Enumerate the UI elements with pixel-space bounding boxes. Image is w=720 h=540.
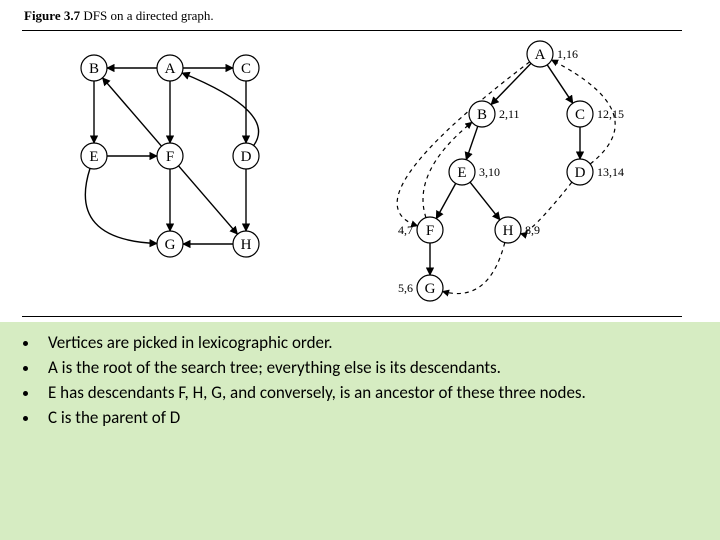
edge [436, 183, 455, 218]
svg-text:D: D [241, 149, 252, 165]
notes-item: E has descendants F, H, G, and conversel… [40, 382, 692, 405]
node-F: F [417, 217, 443, 243]
time-label-E: 3,10 [479, 165, 500, 179]
node-G: G [417, 275, 443, 301]
notes-panel: Vertices are picked in lexicographic ord… [0, 322, 720, 540]
node-H: H [233, 231, 259, 257]
edge [547, 65, 573, 103]
node-A: A [527, 41, 553, 67]
node-B: B [81, 55, 107, 81]
svg-text:D: D [575, 165, 586, 181]
time-label-F: 4,7 [398, 223, 413, 237]
svg-text:E: E [89, 149, 98, 165]
svg-text:E: E [457, 165, 466, 181]
svg-text:H: H [503, 223, 514, 239]
svg-text:A: A [165, 61, 176, 77]
time-label-H: 8,9 [525, 223, 540, 237]
edge [466, 126, 478, 159]
time-label-D: 13,14 [597, 165, 624, 179]
edge [443, 243, 505, 294]
notes-item: C is the parent of D [40, 407, 692, 430]
node-G: G [157, 231, 183, 257]
edge [85, 168, 157, 243]
svg-text:F: F [166, 149, 174, 165]
right-dfs-tree: A B C E D F H G 1,16 2,11 12,15 3,10 13,14 4,7 8,9 5,6 [397, 41, 624, 301]
node-E: E [449, 159, 475, 185]
svg-text:B: B [477, 107, 487, 123]
left-directed-graph: A B C D E F G H [81, 55, 259, 257]
svg-text:A: A [535, 47, 546, 63]
figure-caption: DFS on a directed graph. [83, 8, 213, 23]
svg-text:G: G [165, 237, 176, 253]
bottom-rule [22, 316, 682, 317]
edge [102, 78, 161, 146]
time-label-C: 12,15 [597, 107, 624, 121]
node-C: C [567, 101, 593, 127]
figure-label: Figure 3.7 [24, 8, 80, 23]
node-C: C [233, 55, 259, 81]
svg-text:F: F [426, 223, 434, 239]
svg-text:C: C [575, 107, 585, 123]
node-A: A [157, 55, 183, 81]
figure-title: Figure 3.7 DFS on a directed graph. [24, 8, 214, 24]
top-rule [22, 30, 682, 31]
node-D: D [233, 143, 259, 169]
node-D: D [567, 159, 593, 185]
time-label-A: 1,16 [557, 47, 578, 61]
notes-item: Vertices are picked in lexicographic ord… [40, 332, 692, 355]
node-F: F [157, 143, 183, 169]
svg-text:G: G [425, 281, 436, 297]
svg-text:H: H [241, 237, 252, 253]
edge [397, 62, 530, 226]
edge [178, 166, 237, 234]
time-label-G: 5,6 [398, 281, 413, 295]
edge [182, 73, 259, 146]
edge [491, 63, 531, 104]
node-B: B [469, 101, 495, 127]
edge [470, 182, 500, 220]
svg-text:C: C [241, 61, 251, 77]
notes-list: Vertices are picked in lexicographic ord… [40, 332, 692, 430]
node-H: H [495, 217, 521, 243]
svg-text:B: B [89, 61, 99, 77]
node-E: E [81, 143, 107, 169]
time-label-B: 2,11 [499, 107, 520, 121]
graph-diagram: A B C D E F G H A B C E D F H G 1,16 2,11 12,15 3,10 13,14 4… [20, 36, 700, 316]
notes-item: A is the root of the search tree; everyt… [40, 357, 692, 380]
